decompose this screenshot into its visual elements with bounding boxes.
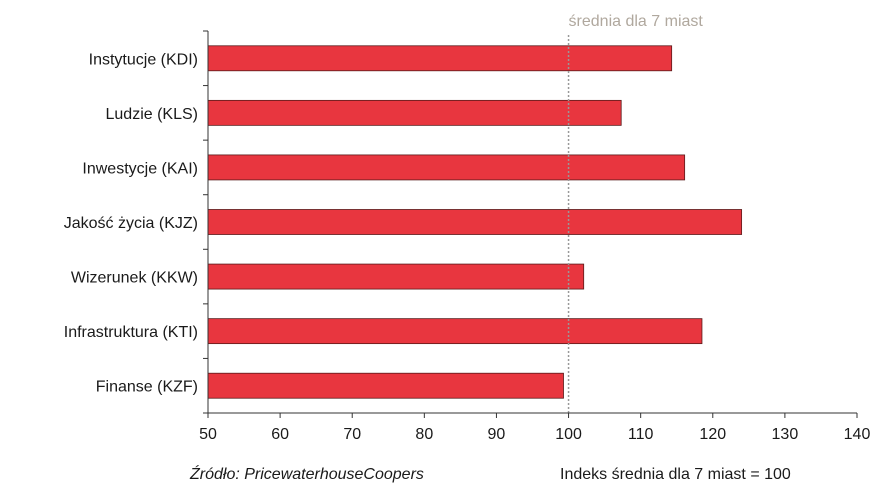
bar-1	[207, 99, 622, 126]
axes-group: Instytucje (KDI) Ludzie (KLS) Inwestycje (…	[64, 30, 871, 443]
category-label-3: Jakość życia (KJZ)	[64, 215, 198, 232]
bars-group	[207, 45, 743, 399]
x-tick-label-6: 110	[628, 426, 654, 443]
category-label-2: Inwestycje (KAI)	[82, 160, 198, 177]
x-tick-label-1: 60	[271, 426, 289, 443]
category-label-5: Infrastruktura (KTI)	[64, 324, 198, 341]
bar-6	[207, 372, 564, 399]
source-note: Źródło: PricewaterhouseCoopers	[190, 466, 424, 483]
bar-0	[207, 45, 673, 72]
index-note: Indeks średnia dla 7 miast = 100	[560, 466, 791, 483]
reference-line-group: średnia dla 7 miast	[567, 13, 704, 413]
x-tick-label-7: 120	[699, 426, 726, 443]
x-tick-label-8: 130	[772, 426, 799, 443]
category-label-0: Instytucje (KDI)	[89, 51, 198, 68]
x-tick-label-3: 80	[415, 426, 433, 443]
bar-5	[207, 318, 703, 345]
bar-3	[207, 209, 743, 235]
reference-line-label: średnia dla 7 miast	[569, 13, 704, 30]
x-tick-label-4: 90	[488, 426, 506, 443]
bar-4	[207, 263, 585, 290]
category-label-1: Ludzie (KLS)	[106, 106, 199, 123]
x-tick-label-0: 50	[199, 426, 217, 443]
category-label-4: Wizerunek (KKW)	[71, 270, 198, 287]
bar-2	[207, 154, 686, 181]
x-tick-label-2: 70	[343, 426, 361, 443]
x-tick-label-5: 100	[555, 426, 582, 443]
x-tick-label-9: 140	[844, 426, 871, 443]
bar-chart: średnia dla 7 miast Instytucje (KDI) Ludz…	[64, 13, 871, 443]
category-label-6: Finanse (KZF)	[96, 379, 198, 396]
